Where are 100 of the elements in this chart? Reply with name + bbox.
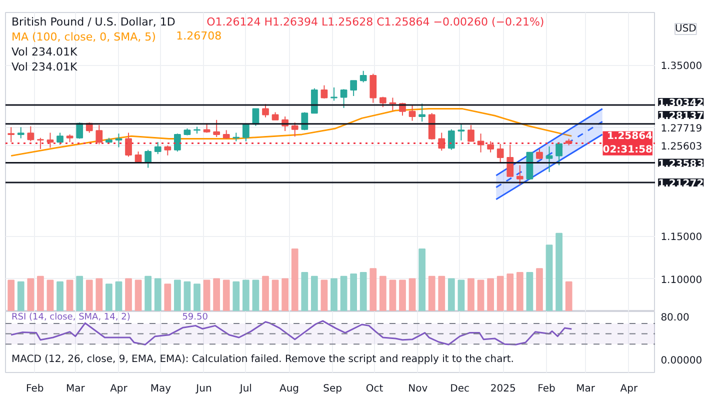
bar xyxy=(379,276,386,311)
annotation: 1.26708 xyxy=(176,30,222,42)
bar xyxy=(301,272,308,311)
bar xyxy=(350,274,357,311)
candlestick xyxy=(418,103,426,122)
bar xyxy=(222,280,230,311)
bar xyxy=(448,278,455,311)
candlestick xyxy=(262,104,269,118)
bar xyxy=(115,281,122,311)
bar xyxy=(8,280,15,311)
candlestick xyxy=(8,126,15,143)
x-tick-label: Feb xyxy=(26,384,44,394)
bar xyxy=(76,276,84,311)
bar xyxy=(134,280,142,311)
bar xyxy=(232,281,240,311)
bar xyxy=(66,280,74,311)
x-tick-label: Mar xyxy=(66,384,86,394)
bar xyxy=(310,276,318,311)
candlestick xyxy=(213,119,220,138)
bar xyxy=(106,284,112,311)
y-tick-label: 1.25603 xyxy=(660,142,702,153)
candlestick xyxy=(144,149,152,168)
bar xyxy=(438,276,446,311)
candlestick xyxy=(37,137,44,150)
bar xyxy=(428,276,436,311)
bar xyxy=(360,272,367,311)
candlestick xyxy=(546,146,553,173)
candlestick xyxy=(27,126,34,142)
bar xyxy=(526,272,534,311)
annotation: Vol 234.01K xyxy=(12,46,78,58)
bar xyxy=(496,276,504,311)
bar xyxy=(418,248,426,311)
candlestick xyxy=(115,133,122,148)
bar xyxy=(242,280,250,311)
bar xyxy=(194,284,200,311)
candlestick xyxy=(370,73,377,104)
bar xyxy=(174,280,181,311)
x-tick-label: Sep xyxy=(323,384,342,394)
bar xyxy=(291,248,298,311)
bar xyxy=(252,280,260,311)
line-series xyxy=(10,108,572,157)
bar xyxy=(477,280,484,311)
bar xyxy=(213,278,220,311)
bar xyxy=(96,278,103,311)
bar xyxy=(184,281,191,311)
bar xyxy=(330,278,338,311)
text: 80.00 xyxy=(660,312,690,324)
x-tick-label: Apr xyxy=(110,384,128,394)
candlestick xyxy=(516,164,524,186)
bar xyxy=(468,278,474,311)
bar xyxy=(458,280,465,311)
bar xyxy=(565,281,572,311)
bar xyxy=(408,278,416,311)
bar xyxy=(487,278,494,311)
candlestick xyxy=(134,151,142,162)
x-tick-label: Aug xyxy=(280,384,300,394)
y-tick-label: 1.35000 xyxy=(660,61,702,72)
bar xyxy=(272,280,279,311)
bar xyxy=(17,281,24,311)
bar xyxy=(27,278,34,311)
candlestick xyxy=(506,144,514,177)
text: 0.00000 xyxy=(660,356,702,366)
candlestick xyxy=(164,145,172,156)
bar xyxy=(125,278,132,311)
bar xyxy=(536,268,543,311)
candlestick xyxy=(96,124,103,145)
candlestick xyxy=(438,132,446,152)
x-tick-label: Feb xyxy=(538,384,556,394)
candlestick xyxy=(46,132,54,148)
ref-line-label: 1.28137 xyxy=(658,110,704,122)
candlestick xyxy=(174,133,181,152)
candlestick xyxy=(320,84,328,100)
x-tick-label: 2025 xyxy=(490,384,516,394)
candlestick xyxy=(487,140,494,153)
ref-line-label: 1.25864 02:31:58 xyxy=(602,131,653,156)
bar xyxy=(154,278,162,311)
annotation: 59.50 xyxy=(182,312,208,322)
series-label: RSI (14, close, SMA, 14, 2) xyxy=(12,312,130,322)
bar xyxy=(556,232,562,311)
bar xyxy=(340,276,348,311)
bar xyxy=(46,280,54,311)
candlestick xyxy=(17,126,24,139)
annotation: Vol 234.01K xyxy=(12,60,78,74)
x-tick-label: Nov xyxy=(408,384,428,394)
x-tick-label: May xyxy=(150,384,172,394)
bar xyxy=(86,280,93,311)
bar xyxy=(203,280,210,311)
candlestick xyxy=(350,80,357,96)
candlestick xyxy=(125,132,132,158)
ref-line-label: 1.21272 xyxy=(658,178,704,190)
candlestick xyxy=(458,124,465,141)
candlestick xyxy=(360,70,367,83)
text: MACD (12, 26, close, 9, EMA, EMA): Calculation failed. Remove the script and reapply it to the chart. xyxy=(12,354,514,365)
candlestick xyxy=(556,142,562,166)
x-tick-label: Dec xyxy=(450,384,470,394)
candlestick xyxy=(154,142,162,155)
bar xyxy=(399,280,406,311)
y-tick-label: 1.27719 xyxy=(660,123,702,134)
y-tick-label: 1.10000 xyxy=(660,274,702,286)
bar xyxy=(320,280,328,311)
